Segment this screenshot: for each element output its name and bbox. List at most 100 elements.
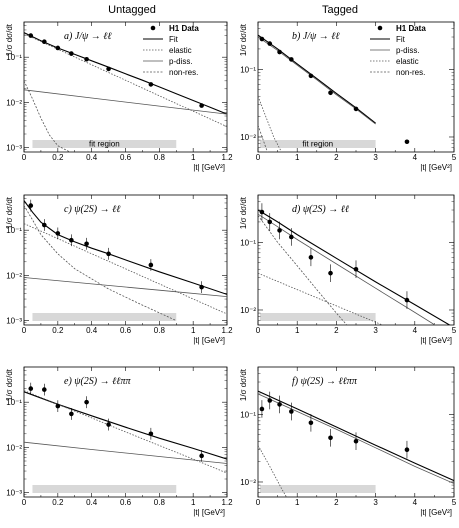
x-tick-label: 0.6: [120, 498, 132, 507]
x-tick-label: 0: [22, 326, 27, 335]
x-tick-label: 0.4: [86, 498, 98, 507]
x-tick-label: 0: [22, 153, 27, 162]
tagged-header: Tagged: [322, 4, 358, 16]
x-axis-label: |t| [GeV²]: [420, 336, 452, 345]
panel-2: fit region 0 1 2 3 4 5 10⁻² 10⁻¹ 1/σ dσ/dt |t| [Ge…: [239, 21, 457, 172]
fit-region-label: fit region: [302, 140, 333, 149]
fit-region-bar: [32, 313, 177, 321]
panel-title: d) ψ(2S) → ℓℓ: [292, 204, 349, 215]
data-point: [328, 270, 333, 276]
data-point: [353, 438, 359, 444]
y-axis-label: 1/σ dσ/dt: [5, 23, 14, 56]
x-tick-label: 2: [334, 326, 339, 335]
panel-1: fit region 0 0.2 0.4 0.6 0.8 1 1.2 10⁻³ 10⁻² 10⁻¹1…: [5, 21, 233, 172]
data-point: [308, 255, 314, 260]
x-axis-label: |t| [GeV²]: [193, 336, 225, 345]
series-nonres-line: [24, 205, 177, 321]
y-tick-label: 10⁻¹: [6, 226, 22, 235]
data-point: [277, 402, 282, 407]
data-point: [42, 39, 47, 45]
data-point: [267, 398, 273, 403]
y-tick-label: 10⁻¹: [240, 238, 256, 247]
fit-region-bar: [259, 313, 376, 321]
series-pdiss-line: [24, 277, 227, 297]
series-pdiss-line: [258, 36, 376, 125]
data-point: [353, 106, 359, 112]
data-point: [106, 66, 111, 72]
x-tick-label: 0.4: [86, 326, 98, 335]
x-tick-label: 0: [256, 326, 261, 335]
panel-title: c) ψ(2S) → ℓℓ: [64, 204, 120, 215]
data-point: [404, 139, 410, 145]
y-tick-label: 10⁻¹: [6, 53, 22, 62]
x-tick-label: 1: [295, 326, 300, 335]
data-point: [28, 386, 34, 391]
data-point: [259, 406, 265, 412]
x-tick-label: 4: [413, 153, 418, 162]
plot-area: [24, 382, 227, 474]
data-point: [84, 241, 89, 247]
legend-label: non-res.: [396, 68, 425, 77]
series-fit-line: [24, 391, 227, 460]
x-axis-label: |t| [GeV²]: [420, 508, 452, 517]
data-point: [148, 431, 154, 437]
y-tick-label: 10⁻¹: [240, 410, 256, 419]
x-tick-label: 0.4: [86, 153, 98, 162]
data-point: [28, 203, 34, 208]
data-point: [308, 73, 314, 79]
series-elastic-line: [258, 96, 282, 152]
series-fit-line: [24, 200, 227, 295]
legend-label: Fit: [169, 35, 179, 44]
legend-label: non-res.: [169, 68, 198, 77]
x-tick-label: 0.2: [52, 153, 64, 162]
x-tick-label: 1.2: [221, 498, 233, 507]
data-point: [55, 231, 61, 236]
x-tick-label: 1.2: [221, 326, 233, 335]
legend-label: Fit: [396, 35, 406, 44]
y-tick-label: 10⁻¹: [240, 65, 256, 74]
x-tick-label: 1: [191, 153, 196, 162]
series-pdiss-line: [24, 89, 227, 115]
x-tick-label: 3: [373, 498, 378, 507]
data-point: [267, 41, 273, 46]
data-point: [404, 297, 410, 303]
data-point: [328, 435, 333, 441]
y-tick-label: 10⁻²: [6, 98, 22, 107]
data-point: [42, 387, 47, 392]
data-point: [84, 56, 89, 62]
x-tick-label: 0.2: [52, 498, 64, 507]
fit-region-label: fit region: [89, 140, 120, 149]
panel-6: 0 1 2 3 4 5 10⁻² 10⁻¹ 1/σ dσ/dt |t| [GeV²] f) ψ(2S…: [239, 366, 457, 517]
y-tick-label: 10⁻³: [6, 317, 22, 326]
plot-area: [258, 390, 454, 497]
data-point: [42, 222, 47, 228]
plot-area: [258, 203, 451, 325]
panel-title: f) ψ(2S) → ℓℓππ: [292, 376, 358, 387]
data-point: [55, 45, 61, 51]
legend-marker: [150, 25, 156, 31]
x-tick-label: 5: [452, 153, 457, 162]
series-pdiss-line: [258, 213, 436, 325]
untagged-header: Untagged: [108, 4, 156, 16]
fit-region-bar: [259, 140, 376, 148]
data-point: [69, 411, 74, 417]
panel-title: b) J/ψ → ℓℓ: [292, 31, 340, 42]
series-elastic-line: [258, 445, 287, 497]
fit-region-bar: [32, 140, 177, 148]
series-nonres-line: [258, 215, 348, 325]
plot-frame: [23, 21, 228, 153]
x-tick-label: 4: [413, 498, 418, 507]
legend-label: H1 Data: [169, 24, 199, 33]
x-tick-label: 0.6: [120, 153, 132, 162]
x-tick-label: 4: [413, 326, 418, 335]
data-point: [69, 237, 74, 243]
y-tick-label: 10⁻³: [6, 489, 22, 498]
x-tick-label: 0: [256, 153, 261, 162]
panel-3: 0 0.2 0.4 0.6 0.8 1 1.2 10⁻³ 10⁻² 10⁻¹1/σ dσ/dt |t…: [5, 194, 233, 345]
panel-title: a) J/ψ → ℓℓ: [64, 31, 112, 42]
data-point: [353, 266, 359, 272]
x-tick-label: 1: [295, 153, 300, 162]
data-point: [259, 209, 265, 215]
x-tick-label: 1: [191, 498, 196, 507]
